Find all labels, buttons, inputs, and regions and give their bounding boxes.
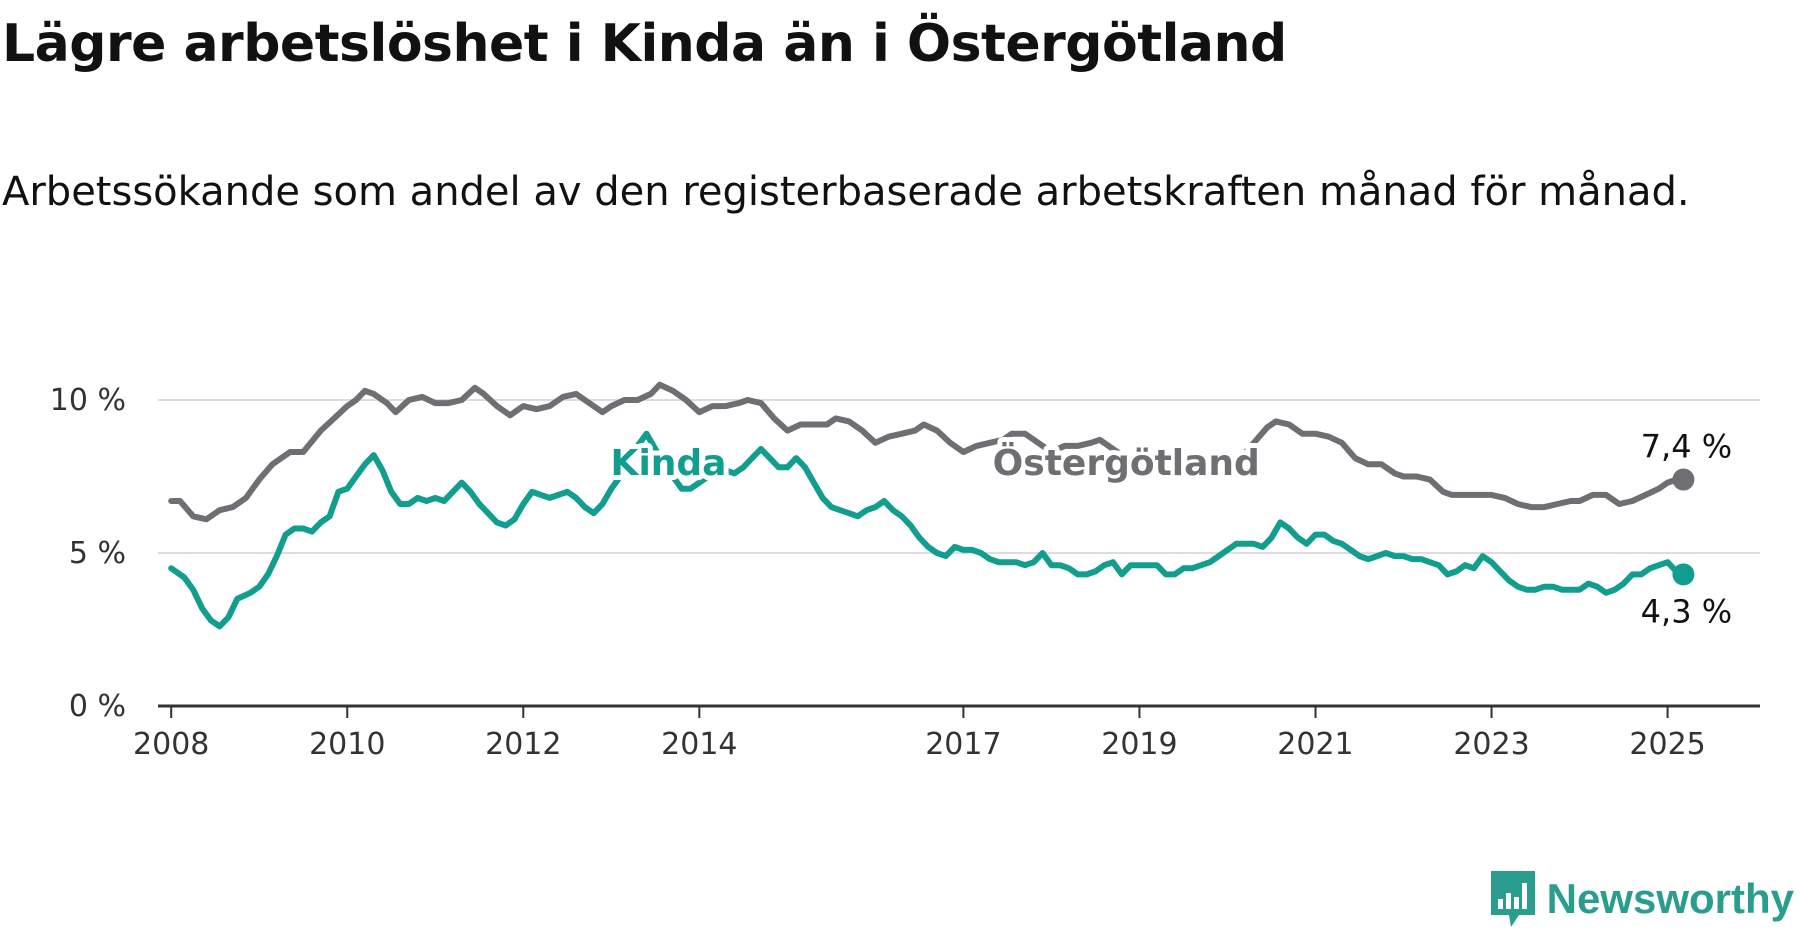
series-end-value-label: 7,4 % (1641, 428, 1732, 466)
x-axis: 2008 2010 2012 2014 2017 2019 2021 2023 2025 (133, 704, 1760, 762)
brand-name: Newsworthy (1546, 875, 1794, 922)
x-tick-label: 2012 (485, 727, 561, 762)
series-end-point-1 (1672, 563, 1695, 586)
gridlines (158, 399, 1760, 554)
chart-subtitle: Arbetssökande som andel av den registerb… (2, 169, 1690, 215)
series-lines (168, 381, 1695, 630)
x-tick-label: 2014 (661, 727, 737, 762)
y-axis-ticks: 0 % 5 % 10 % (50, 383, 126, 724)
y-tick-label: 0 % (69, 689, 126, 724)
series-end-value-label: 4,3 % (1641, 592, 1732, 630)
newsworthy-logo-icon (1490, 871, 1535, 927)
x-tick-label: 2021 (1277, 727, 1353, 762)
series-line-1 (168, 430, 1687, 630)
series-line-0 (168, 381, 1687, 523)
series-name-label: Östergötland (993, 442, 1260, 484)
x-tick-label: 2010 (309, 727, 385, 762)
chart-title: Lägre arbetslöshet i Kinda än i Östergöt… (2, 14, 1287, 74)
x-tick-label: 2023 (1453, 727, 1529, 762)
x-tick-label: 2017 (925, 727, 1001, 762)
y-tick-label: 10 % (50, 383, 126, 418)
series-end-point-0 (1672, 468, 1695, 491)
x-tick-label: 2019 (1101, 727, 1177, 762)
brand-logo: Newsworthy (1489, 868, 1794, 930)
x-tick-label: 2008 (133, 727, 209, 762)
x-tick-label: 2025 (1629, 727, 1705, 762)
y-tick-label: 5 % (69, 536, 126, 571)
series-name-label: Kinda (611, 443, 727, 484)
series-labels: Östergötland Kinda 7,4 % 4,3 % (606, 424, 1737, 635)
